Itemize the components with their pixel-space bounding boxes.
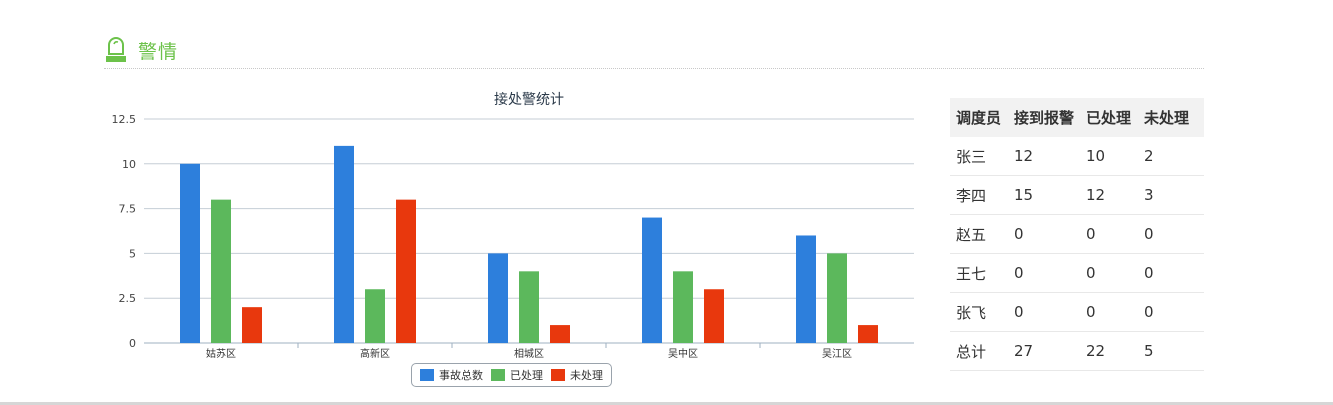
table-cell: 12 — [1080, 176, 1138, 215]
y-tick-label: 5 — [129, 247, 136, 260]
bar — [488, 253, 508, 343]
table-cell: 27 — [1008, 332, 1080, 371]
legend-item[interactable]: 事故总数 — [420, 367, 483, 383]
x-tick-label: 高新区 — [360, 347, 390, 360]
table-cell: 0 — [1138, 293, 1204, 332]
table-cell: 0 — [1138, 254, 1204, 293]
table-header-cell: 已处理 — [1080, 98, 1138, 137]
legend-swatch — [420, 369, 434, 381]
table-header-cell: 调度员 — [950, 98, 1008, 137]
bar — [365, 289, 385, 343]
legend-label: 未处理 — [570, 367, 603, 383]
chart-legend: 事故总数 已处理 未处理 — [411, 363, 612, 387]
bar — [550, 325, 570, 343]
chart-container: 接处警统计 0 2.5 5 7.5 10 12.5 姑苏区 高新区 相城区 吴中区 吴江区 事故总数 已… — [100, 84, 930, 394]
bar — [704, 289, 724, 343]
bar — [519, 271, 539, 343]
table-cell: 3 — [1138, 176, 1204, 215]
section-header: 警情 — [104, 36, 178, 64]
bar — [396, 200, 416, 343]
table-cell: 2 — [1138, 137, 1204, 176]
legend-swatch — [491, 369, 505, 381]
table-cell: 0 — [1080, 254, 1138, 293]
table-cell: 张三 — [950, 137, 1008, 176]
chart-title: 接处警统计 — [494, 91, 564, 108]
table-cell: 王七 — [950, 254, 1008, 293]
legend-swatch — [551, 369, 565, 381]
table-header-row: 调度员 接到报警 已处理 未处理 — [950, 98, 1204, 137]
header-divider — [104, 68, 1204, 69]
table-cell: 0 — [1080, 215, 1138, 254]
bar — [673, 271, 693, 343]
table-cell: 10 — [1080, 137, 1138, 176]
x-tick-label: 相城区 — [514, 347, 544, 360]
table-cell: 张飞 — [950, 293, 1008, 332]
table-cell: 赵五 — [950, 215, 1008, 254]
bar — [211, 200, 231, 343]
table-cell: 总计 — [950, 332, 1008, 371]
table-cell: 5 — [1138, 332, 1204, 371]
y-tick-label: 7.5 — [119, 203, 137, 216]
table-row: 张三 12 10 2 — [950, 137, 1204, 176]
table-header-cell: 未处理 — [1138, 98, 1204, 137]
table-cell: 0 — [1080, 293, 1138, 332]
table-cell: 0 — [1138, 215, 1204, 254]
table-row: 总计 27 22 5 — [950, 332, 1204, 371]
table-cell: 李四 — [950, 176, 1008, 215]
x-tick-label: 吴江区 — [822, 348, 852, 360]
table-row: 王七 0 0 0 — [950, 254, 1204, 293]
bar — [642, 218, 662, 343]
legend-label: 事故总数 — [439, 367, 483, 383]
legend-label: 已处理 — [510, 367, 543, 383]
bar — [796, 235, 816, 343]
x-tick-label: 姑苏区 — [206, 347, 236, 360]
table-header-cell: 接到报警 — [1008, 98, 1080, 137]
table-cell: 15 — [1008, 176, 1080, 215]
bar — [827, 253, 847, 343]
table-cell: 12 — [1008, 137, 1080, 176]
bar — [334, 146, 354, 343]
y-tick-label: 10 — [122, 158, 136, 171]
bar — [242, 307, 262, 343]
y-tick-label: 12.5 — [112, 113, 137, 126]
section-title: 警情 — [138, 37, 178, 64]
table-cell: 0 — [1008, 293, 1080, 332]
legend-item[interactable]: 已处理 — [491, 367, 543, 383]
bar — [180, 164, 200, 343]
y-tick-label: 2.5 — [119, 292, 137, 305]
table-cell: 0 — [1008, 215, 1080, 254]
table-row: 赵五 0 0 0 — [950, 215, 1204, 254]
dispatcher-stats-table: 调度员 接到报警 已处理 未处理 张三 12 10 2 李四 15 12 3 赵五 0 0 0 王七 0 0 0 张飞… — [950, 98, 1204, 371]
legend-item[interactable]: 未处理 — [551, 367, 603, 383]
table-row: 李四 15 12 3 — [950, 176, 1204, 215]
table-cell: 0 — [1008, 254, 1080, 293]
x-tick-label: 吴中区 — [668, 347, 698, 360]
bar — [858, 325, 878, 343]
y-tick-label: 0 — [129, 337, 136, 350]
table-row: 张飞 0 0 0 — [950, 293, 1204, 332]
user-monitor-icon — [104, 37, 128, 63]
bar-chart: 接处警统计 0 2.5 5 7.5 10 12.5 姑苏区 高新区 相城区 吴中区 吴江区 — [100, 84, 930, 394]
table-cell: 22 — [1080, 332, 1138, 371]
